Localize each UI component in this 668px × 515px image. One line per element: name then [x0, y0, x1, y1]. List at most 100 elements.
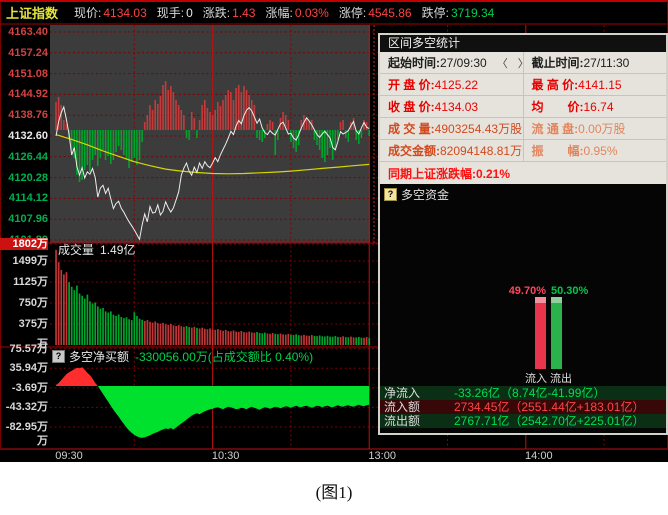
stats-cell-label: 开 盘 价: — [388, 78, 435, 92]
price-axis-label: 4126.44 — [8, 150, 48, 163]
stats-cell: 成交金额:82094148.81万元 — [380, 142, 523, 159]
inflow-bar-cap — [535, 297, 546, 303]
stats-cell-label: 最 高 价: — [531, 78, 579, 92]
stats-cell: 流 通 盘: 0.00万股 — [522, 118, 667, 139]
outflow-bar — [551, 297, 562, 369]
funds-row-value: 2767.71亿（2542.70亿+225.01亿） — [454, 414, 645, 428]
stats-cell: 振 幅: 0.95% — [522, 140, 667, 161]
volume-value: 1.49亿 — [100, 243, 136, 257]
stats-cell: 截止时间: 27/11:30 — [522, 52, 667, 73]
price-axis-label: 4157.24 — [8, 46, 48, 59]
volume-axis-label: 1499万 — [12, 255, 48, 268]
price-axis-label: 4120.28 — [8, 171, 48, 184]
stats-panel: 区间多空统计 起始时间:27/09:30 〈〉截止时间:27/11:30 开 盘 价… — [378, 33, 668, 435]
price-axis-label: 4138.76 — [8, 109, 48, 122]
volume-header: 成交量 1.49亿 — [58, 241, 135, 258]
figure-caption: (图1) — [315, 483, 353, 502]
quote-field: 涨幅: 0.03% — [265, 5, 329, 20]
stats-cell: 开 盘 价:4125.22 — [380, 76, 523, 93]
funds-row: 流入额 2734.45亿（2551.44亿+183.01亿） — [380, 400, 666, 414]
funds-header: ? 多空资金 — [384, 186, 449, 203]
app-window: 上证指数 现价: 4134.03 现手: 0 涨跌: 1.43 涨幅: 0.03% 涨停: 454… — [0, 0, 668, 462]
net-buy-label: 多空净买额 — [69, 350, 130, 364]
stats-cell: 起始时间:27/09:30 〈〉 — [380, 54, 523, 71]
volume-axis-label: 1802万 — [0, 238, 48, 251]
stats-row: 开 盘 价:4125.22 最 高 价: 4141.15 — [380, 74, 666, 96]
quote-field: 涨跌: 1.43 — [202, 5, 256, 20]
price-axis-label: 4144.92 — [8, 88, 48, 101]
price-axis-label: 4114.12 — [8, 192, 48, 205]
net-axis-label: 75.57万 — [9, 342, 48, 355]
stats-cell-value: 27/09:30 — [440, 56, 487, 70]
outflow-bar-cap — [551, 297, 562, 303]
volume-label: 成交量 — [58, 243, 95, 257]
quote-field: 现手: 0 — [156, 5, 193, 20]
quote-fields: 现价: 4134.03 现手: 0 涨跌: 1.43 涨幅: 0.03% 涨停: 4545.86 跌… — [74, 4, 504, 21]
stats-cell-label: 成交金额: — [388, 144, 440, 158]
stats-cell: 最 高 价: 4141.15 — [522, 74, 667, 95]
time-axis-label: 09:30 — [55, 450, 83, 462]
price-axis-label: 4151.08 — [8, 67, 48, 80]
funds-rows: 净流入 -33.26亿（8.74亿-41.99亿） 流入额 2734.45亿（2551… — [380, 386, 666, 428]
quote-field: 涨停: 4545.86 — [338, 5, 412, 20]
stats-row: 收 盘 价:4134.03 均 价: 16.74 — [380, 96, 666, 118]
price-axis-label: 4132.60 — [8, 130, 48, 142]
stats-cell-value: 4134.03 — [434, 100, 479, 114]
net-buy-header: ? 多空净买额 -330056.00万(占成交额比 0.40%) — [52, 348, 313, 365]
stats-cell-label: 成 交 量: — [388, 122, 435, 136]
funds-row: 流出额 2767.71亿（2542.70亿+225.01亿） — [380, 414, 666, 428]
stats-cell: 均 价: 16.74 — [522, 96, 667, 117]
quote-field: 现价: 4134.03 — [74, 5, 147, 20]
stats-cell-label: 截止时间: — [531, 56, 584, 70]
funds-row: 净流入 -33.26亿（8.74亿-41.99亿） — [380, 386, 666, 400]
price-axis-label: 4107.96 — [8, 213, 48, 226]
stats-cell-value: 0.21% — [476, 166, 511, 181]
stats-table: 起始时间:27/09:30 〈〉截止时间:27/11:30 开 盘 价:4125.2… — [380, 52, 666, 184]
stats-row: 同期上证涨跌幅:0.21% — [380, 162, 666, 184]
funds-section: ? 多空资金 49.70% 50.30% 流入 流出 净流入 -33.26亿（8.… — [380, 184, 666, 433]
stats-row: 起始时间:27/09:30 〈〉截止时间:27/11:30 — [380, 52, 666, 74]
stats-cell-value: 16.74 — [583, 99, 614, 114]
quote-field: 跌停: 3719.34 — [421, 5, 495, 20]
stats-cell-value: 82094148.81万元 — [440, 144, 523, 158]
help-icon[interactable]: ? — [384, 188, 397, 201]
volume-axis-label: 375万 — [18, 318, 48, 330]
funds-row-label: 流入额 — [384, 400, 421, 414]
net-axis-label: -3.69万 — [11, 381, 48, 394]
stats-cell-label: 振 幅: — [531, 144, 584, 158]
volume-axis-label: 750万 — [18, 297, 48, 309]
net-axis-label: 35.94万 — [9, 362, 48, 375]
next-period-button[interactable]: 〉 — [518, 55, 523, 71]
net-buy-value: -330056.00万(占成交额比 0.40%) — [135, 350, 314, 364]
funds-title: 多空资金 — [401, 188, 450, 202]
stats-cell-label: 均 价: — [531, 100, 584, 114]
time-axis-label: 10:30 — [211, 450, 240, 462]
net-axis-label: 万 — [37, 435, 48, 447]
index-name: 上证指数 — [6, 5, 59, 21]
funds-row-value: 2734.45亿（2551.44亿+183.01亿） — [454, 400, 645, 414]
funds-row-label: 流出额 — [384, 414, 421, 428]
stats-row: 成交金额:82094148.81万元振 幅:0.95% — [380, 140, 666, 162]
stats-cell-label: 收 盘 价: — [388, 100, 435, 114]
time-axis-label: 13:00 — [368, 450, 396, 462]
stats-cell: 收 盘 价:4134.03 — [380, 98, 523, 115]
prev-period-button[interactable]: 〈 — [496, 58, 508, 70]
outflow-label: 流出 — [550, 373, 572, 385]
stats-cell-label: 流 通 盘: — [531, 122, 579, 136]
inflow-label: 流入 — [525, 373, 547, 385]
stats-cell-value: 0.00万股 — [578, 122, 626, 136]
funds-row-label: 净流入 — [384, 386, 421, 400]
info-bar: 上证指数 现价: 4134.03 现手: 0 涨跌: 1.43 涨幅: 0.03% 涨停: 454… — [0, 0, 668, 24]
inflow-bar — [535, 297, 546, 369]
funds-row-value: -33.26亿（8.74亿-41.99亿） — [454, 386, 606, 400]
net-axis-label: -43.32万 — [5, 401, 48, 414]
stats-cell-value: 4903254.43万股 — [434, 122, 523, 136]
inflow-percent: 49.70% — [508, 285, 546, 297]
volume-axis-label: 1125万 — [13, 276, 48, 288]
price-axis-label: 4163.40 — [8, 26, 48, 38]
stats-cell-value: 27/11:30 — [583, 55, 630, 70]
help-icon[interactable]: ? — [52, 350, 65, 363]
intraday-chart[interactable] — [0, 0, 668, 462]
volume-axis-label: 万 — [37, 338, 48, 350]
time-axis-label: 14:00 — [525, 450, 553, 462]
